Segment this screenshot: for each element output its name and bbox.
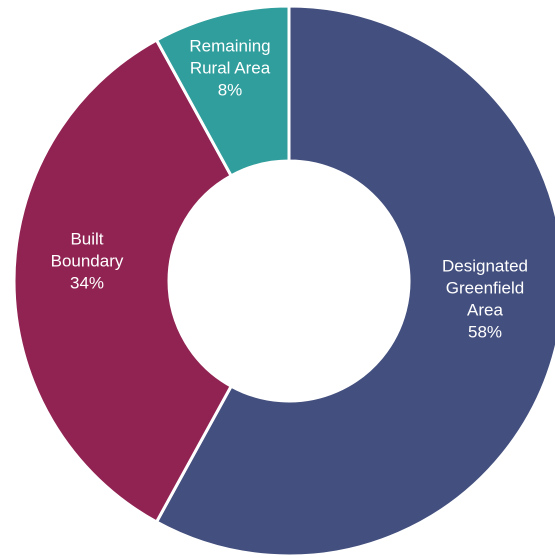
donut-slices [12,4,555,558]
slice-1 [155,4,555,558]
slice-name-line: Greenfield [446,278,524,297]
slice-value-label: 8% [218,80,243,99]
slice-name-line: Built [70,229,103,248]
slice-label-1: Designated Greenfield Area 58% [442,256,528,341]
slice-name-line: Rural Area [190,58,271,77]
slice-label-3: Remaining Rural Area 8% [189,36,270,99]
slice-value-label: 34% [70,273,104,292]
slice-label-2: Built Boundary 34% [51,229,124,292]
slice-name-line: Designated [442,256,528,275]
slice-name-line: Area [467,300,503,319]
slice-name-line: Remaining [189,36,270,55]
donut-labels: Designated Greenfield Area 58% Built Boundary… [51,36,528,341]
slice-name-line: Boundary [51,251,124,270]
slice-3 [155,4,291,178]
slice-2 [12,38,233,524]
slice-value-label: 58% [468,322,502,341]
